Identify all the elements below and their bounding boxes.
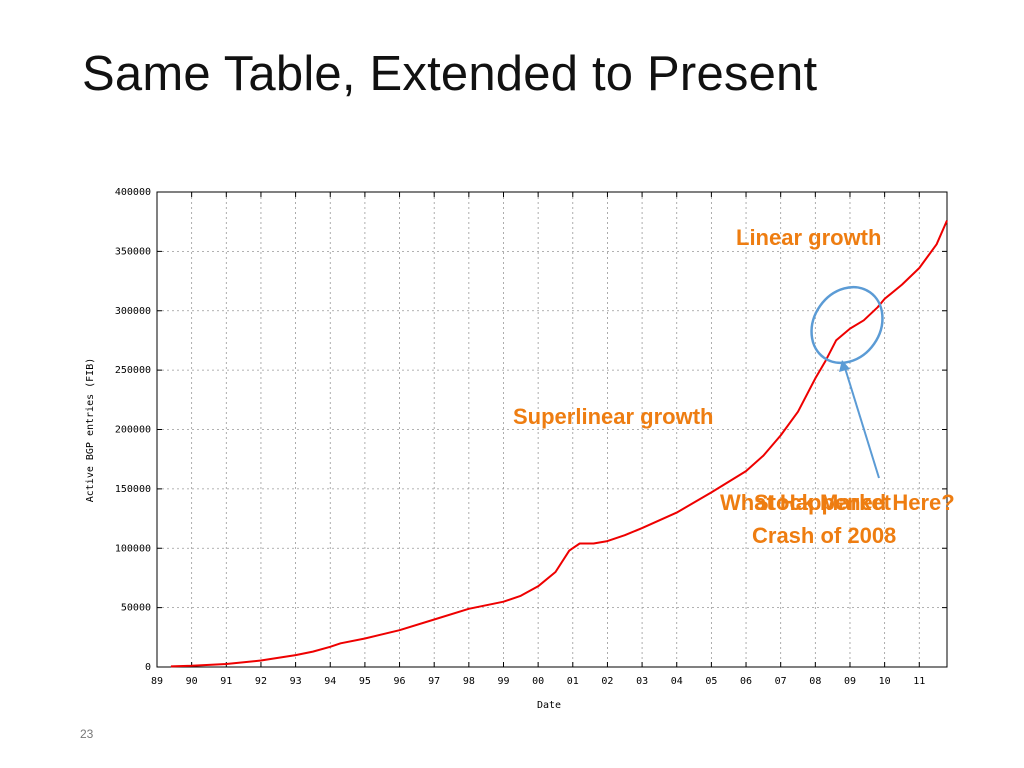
x-tick-label: 05 [705, 676, 717, 687]
x-tick-label: 02 [601, 676, 613, 687]
x-tick-label: 96 [394, 676, 406, 687]
x-tick-label: 91 [220, 676, 232, 687]
y-tick-label: 200000 [115, 425, 151, 436]
x-tick-label: 06 [740, 676, 752, 687]
y-tick-label: 0 [145, 662, 151, 673]
annotation-crash-2008: Crash of 2008 [752, 523, 896, 548]
y-axis-title: Active BGP entries (FIB) [85, 358, 96, 503]
x-tick-label: 95 [359, 676, 371, 687]
annotation-what-happened: What Happened Here? [720, 490, 955, 515]
x-tick-label: 10 [879, 676, 891, 687]
highlight-arrow-line [844, 367, 880, 479]
x-tick-label: 94 [324, 676, 336, 687]
y-tick-label: 150000 [115, 484, 151, 495]
x-tick-label: 00 [532, 676, 544, 687]
x-tick-label: 93 [290, 676, 302, 687]
highlight-ellipse [810, 285, 884, 365]
x-tick-label: 04 [671, 676, 683, 687]
series-line [170, 220, 948, 668]
chart-grid [157, 192, 947, 667]
x-tick-label: 92 [255, 676, 267, 687]
y-tick-label: 350000 [115, 246, 151, 257]
y-tick-label: 250000 [115, 365, 151, 376]
x-tick-label: 09 [844, 676, 856, 687]
x-tick-label: 97 [428, 676, 440, 687]
x-axis-title: Date [537, 700, 561, 711]
slide-title: Same Table, Extended to Present [82, 47, 818, 101]
x-tick-label: 89 [151, 676, 163, 687]
y-tick-label: 300000 [115, 306, 151, 317]
x-tick-label: 07 [775, 676, 787, 687]
y-tick-label: 100000 [115, 543, 151, 554]
x-tick-label: 01 [567, 676, 579, 687]
slide-number: 23 [80, 727, 94, 741]
x-axis: 89 90 91 92 93 94 95 96 97 98 99 00 01 02 03 04 05 06 07 08… [151, 192, 925, 687]
annotation-superlinear-growth: Superlinear growth [513, 404, 713, 429]
highlight-arrowhead [839, 360, 850, 372]
x-tick-label: 03 [636, 676, 648, 687]
x-tick-label: 90 [186, 676, 198, 687]
y-tick-label: 50000 [121, 603, 151, 614]
x-tick-label: 98 [463, 676, 475, 687]
x-tick-label: 99 [497, 676, 509, 687]
series-fib-entries [170, 220, 948, 668]
annotation-linear-growth: Linear growth [736, 225, 881, 250]
x-tick-label: 11 [913, 676, 925, 687]
y-axis: 0 50000 100000 150000 200000 250000 300000 3500… [115, 187, 947, 673]
y-tick-label: 400000 [115, 187, 151, 198]
annotation-stock-market: Stock Market [754, 490, 892, 515]
x-tick-label: 08 [809, 676, 821, 687]
